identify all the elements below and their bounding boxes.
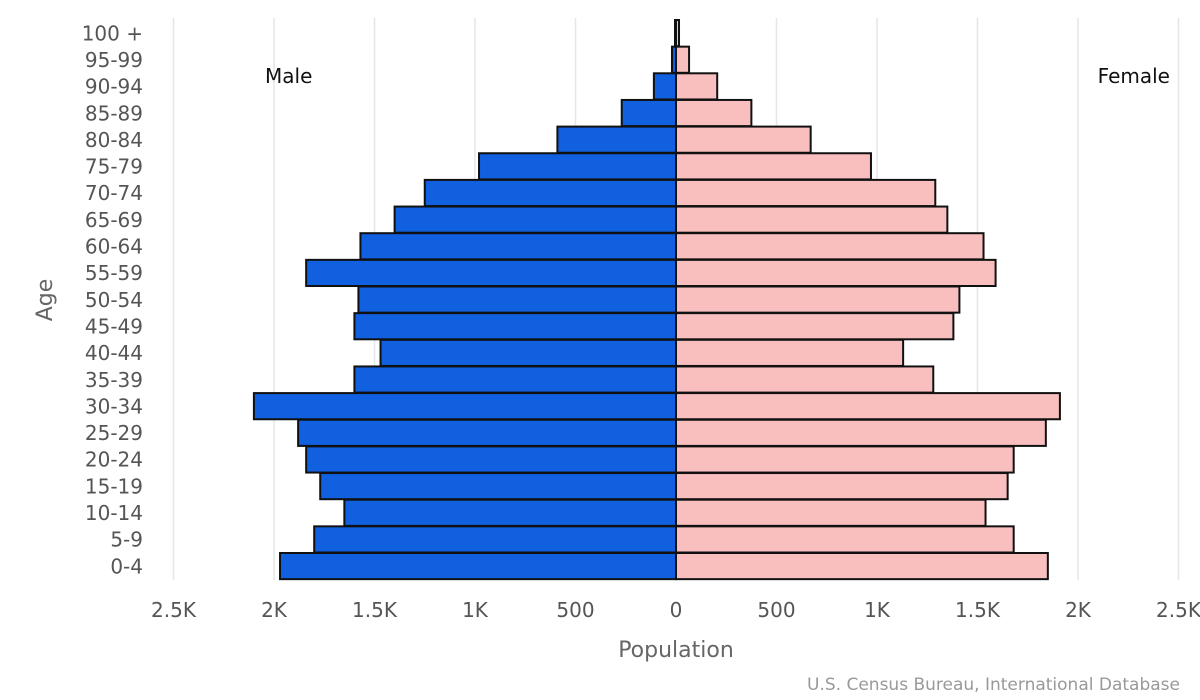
bar-male[interactable] xyxy=(343,498,677,527)
y-tick-label: 70-74 xyxy=(85,181,143,205)
bar-female[interactable] xyxy=(675,392,1061,421)
x-tick-label: 2K xyxy=(261,598,288,622)
y-tick-label: 100 + xyxy=(82,21,143,45)
chart-credit[interactable]: U.S. Census Bureau, International Databa… xyxy=(807,675,1180,695)
x-axis-title: Population xyxy=(618,638,734,663)
bar-female[interactable] xyxy=(675,19,681,48)
bar-female[interactable] xyxy=(675,445,1015,474)
bar-male[interactable] xyxy=(305,258,677,288)
x-tick-label: 2K xyxy=(1065,598,1092,622)
y-tick-label: 10-14 xyxy=(85,501,143,525)
x-tick-label: 1.5K xyxy=(955,598,1001,622)
y-tick-label: 90-94 xyxy=(85,75,143,99)
x-tick-label: 1K xyxy=(462,598,489,622)
y-tick-label: 65-69 xyxy=(85,208,143,232)
bar-male[interactable] xyxy=(279,552,677,581)
bar-female[interactable] xyxy=(675,232,985,261)
bar-male[interactable] xyxy=(556,125,677,154)
bar-male[interactable] xyxy=(252,392,677,421)
bar-female[interactable] xyxy=(675,152,872,181)
y-tick-label: 25-29 xyxy=(85,421,143,445)
bar-male[interactable] xyxy=(423,178,677,208)
bar-male[interactable] xyxy=(313,525,677,554)
bar-female[interactable] xyxy=(675,125,812,154)
x-tick-label: 0 xyxy=(670,598,683,622)
y-tick-label: 60-64 xyxy=(85,235,143,259)
y-tick-label: 40-44 xyxy=(85,341,143,365)
x-tick-label: 1.5K xyxy=(352,598,398,622)
bar-female[interactable] xyxy=(675,98,753,128)
bar-male[interactable] xyxy=(305,445,677,474)
bar-female[interactable] xyxy=(675,552,1049,581)
y-tick-label: 80-84 xyxy=(85,128,143,152)
bar-male[interactable] xyxy=(379,338,677,367)
x-tick-label: 500 xyxy=(556,598,594,622)
legend-female: Female xyxy=(1098,64,1170,88)
bar-male[interactable] xyxy=(478,152,677,181)
bar-female[interactable] xyxy=(675,418,1047,447)
y-tick-label: 95-99 xyxy=(85,48,143,72)
bar-female[interactable] xyxy=(675,205,949,234)
legend-male: Male xyxy=(265,64,312,88)
bar-female[interactable] xyxy=(675,178,937,208)
bar-female[interactable] xyxy=(675,498,987,527)
bar-female[interactable] xyxy=(675,258,997,288)
bar-female[interactable] xyxy=(675,525,1015,554)
x-axis-labels: 2.5K 2K 1.5K 1K 500 0 500 1K 1.5K 2K 2.5K xyxy=(151,598,1200,622)
y-tick-label: 55-59 xyxy=(85,261,143,285)
bar-female[interactable] xyxy=(675,72,719,101)
bar-male[interactable] xyxy=(359,232,677,261)
bar-female[interactable] xyxy=(675,338,905,367)
bar-male[interactable] xyxy=(620,98,677,128)
y-tick-label: 35-39 xyxy=(85,368,143,392)
bar-female[interactable] xyxy=(675,45,691,74)
bar-male[interactable] xyxy=(357,285,677,314)
y-tick-label: 75-79 xyxy=(85,155,143,179)
y-tick-label: 50-54 xyxy=(85,288,143,312)
y-tick-label: 30-34 xyxy=(85,394,143,418)
bar-female[interactable] xyxy=(675,365,935,394)
bar-female[interactable] xyxy=(675,472,1009,501)
x-tick-label: 2.5K xyxy=(1156,598,1200,622)
bar-male[interactable] xyxy=(652,72,678,101)
bars xyxy=(252,19,1061,581)
y-tick-label: 5-9 xyxy=(110,528,143,552)
bar-female[interactable] xyxy=(675,285,961,314)
bar-male[interactable] xyxy=(353,312,677,341)
bar-male[interactable] xyxy=(319,472,677,501)
x-tick-label: 1K xyxy=(864,598,891,622)
x-tick-label: 500 xyxy=(757,598,795,622)
y-tick-label: 45-49 xyxy=(85,314,143,338)
bar-male[interactable] xyxy=(393,205,677,234)
y-tick-label: 20-24 xyxy=(85,448,143,472)
y-tick-label: 85-89 xyxy=(85,101,143,125)
bar-female[interactable] xyxy=(675,312,955,341)
x-tick-label: 2.5K xyxy=(151,598,197,622)
bar-male[interactable] xyxy=(297,418,677,447)
y-tick-label: 0-4 xyxy=(110,554,143,578)
y-axis-title: Age xyxy=(33,279,58,322)
bar-male[interactable] xyxy=(353,365,677,394)
y-tick-label: 15-19 xyxy=(85,474,143,498)
